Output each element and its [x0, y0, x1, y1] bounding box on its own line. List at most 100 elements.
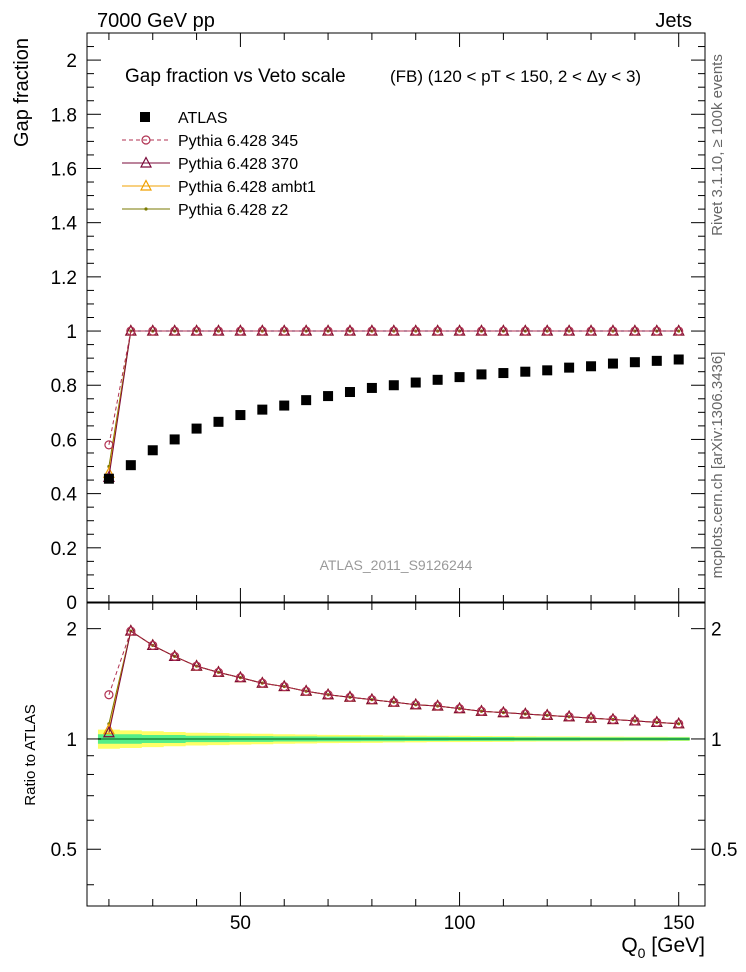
ratio-y-tick-label: 2: [66, 620, 77, 641]
atlas-point: [498, 368, 509, 379]
legend-marker: [140, 179, 152, 191]
atlas-point: [564, 362, 575, 373]
atlas-point: [169, 434, 180, 445]
ratio-y-tick-label-right: 0.5: [711, 840, 737, 861]
ratio-series-point: [389, 697, 399, 707]
legend-label: Pythia 6.428 345: [178, 133, 298, 150]
atlas-point: [586, 361, 597, 372]
ratio-series-line: [108, 630, 679, 725]
y-tick-label: 1.8: [51, 105, 77, 126]
series-point: [257, 326, 267, 336]
main-title: Gap fraction vs Veto scale: [125, 66, 346, 87]
series-point: [542, 326, 552, 336]
legend-label: Pythia 6.428 ambt1: [178, 179, 316, 196]
main-subtitle: (FB) (120 < pT < 150, 2 < Δy < 3): [390, 67, 641, 86]
atlas-point: [454, 372, 465, 383]
ratio-uncertainty-band: [97, 729, 690, 749]
series-point: [323, 326, 333, 336]
series-point: [411, 326, 421, 336]
rivet-label: Rivet 3.1.10, ≥ 100k events: [709, 54, 726, 236]
atlas-point: [410, 377, 421, 388]
y-tick-label: 0.6: [51, 430, 77, 451]
ratio-series-point: [674, 719, 684, 729]
y-tick-label: 1.6: [51, 159, 77, 180]
ratio-series-point: [586, 713, 596, 723]
ratio-series-point: [102, 725, 115, 738]
y-tick-label: 0.8: [51, 376, 77, 397]
atlas-point: [213, 416, 224, 427]
series-point: [301, 326, 311, 336]
legend-label: Pythia 6.428 z2: [178, 202, 288, 219]
ratio-y-tick-label-right: 1: [711, 730, 722, 751]
main-ylabel: Gap fraction: [11, 38, 33, 147]
process-label: Jets: [655, 10, 692, 32]
series-point: [235, 326, 246, 336]
x-axis-label-unit: [GeV]: [645, 934, 705, 957]
legend: ATLAS Pythia 6.428 345 Pythia 6.428 370 Pyt…: [122, 110, 316, 219]
series-point: [213, 326, 224, 336]
ratio-series-point: [630, 716, 640, 726]
ratio-data-marks: [102, 624, 685, 738]
ratio-series-point: [608, 714, 618, 725]
atlas-point: [344, 387, 355, 398]
ratio-series-point: [542, 710, 552, 720]
ratio-series-point: [191, 661, 202, 671]
x-tick-label: 100: [444, 913, 476, 934]
y-tick-label: 1.4: [51, 214, 78, 235]
atlas-point: [542, 365, 553, 376]
ratio-y-tick-label: 0.5: [51, 840, 77, 861]
atlas-point: [191, 423, 202, 434]
series-point: [674, 326, 684, 336]
series-point: [652, 326, 662, 336]
ratio-series-point: [652, 717, 662, 727]
x-axis-label: Q0 [GeV]: [621, 934, 705, 961]
atlas-point: [432, 374, 443, 385]
series-point: [191, 326, 202, 336]
x-axis-label-sub: 0: [638, 945, 646, 961]
series-point: [454, 326, 465, 336]
ratio-y-tick-label: 1: [66, 730, 77, 751]
y-tick-label: 0.2: [51, 539, 77, 560]
atlas-point: [366, 382, 377, 393]
legend-marker: [140, 112, 150, 122]
y-tick-label: 0: [66, 593, 77, 614]
ratio-series-point: [323, 690, 333, 700]
ratio-series-point: [170, 651, 180, 662]
ratio-series-point: [213, 667, 224, 677]
series-point: [608, 326, 618, 336]
x-axis-label-main: Q: [621, 934, 637, 957]
main-panel: 0 0.2 0.4 0.6 0.8 1 1.2 1.4 1.6 1.8 2 Gap fraction…: [11, 32, 706, 614]
ratio-series-point: [104, 690, 114, 700]
series-point: [367, 326, 377, 336]
energy-label: 7000 GeV pp: [97, 10, 215, 32]
series-point: [279, 326, 289, 336]
series-point: [104, 440, 114, 450]
atlas-point: [607, 358, 618, 369]
atlas-point: [257, 404, 268, 415]
atlas-point: [673, 354, 684, 365]
series-point: [433, 326, 443, 336]
ratio-series-point: [498, 708, 508, 718]
ratio-series-point: [345, 692, 355, 702]
ratio-frame: [86, 602, 706, 907]
ratio-series-point: [148, 640, 158, 651]
legend-marker: [144, 207, 148, 211]
atlas-point: [235, 410, 246, 421]
series-point: [564, 326, 574, 336]
ratio-series-point: [564, 712, 574, 722]
series-line: [108, 330, 679, 467]
x-tick-label: 50: [230, 913, 251, 934]
x-tick-label: 150: [663, 913, 695, 934]
main-data-marks: [102, 324, 685, 484]
ratio-series-point: [279, 681, 289, 692]
atlas-point: [323, 391, 334, 402]
ratio-series-point: [411, 700, 421, 710]
series-point: [630, 326, 640, 336]
ratio-ylabel: Ratio to ATLAS: [22, 704, 39, 805]
series-point: [126, 326, 136, 336]
ratio-y-tick-label-right: 2: [711, 620, 722, 641]
atlas-point: [388, 380, 399, 391]
ratio-series-point: [476, 706, 487, 716]
ratio-panel: 0.5 0.5 1 1 2 2 50 100 150 Ratio to ATLAS Q0 [Ge…: [22, 602, 737, 961]
